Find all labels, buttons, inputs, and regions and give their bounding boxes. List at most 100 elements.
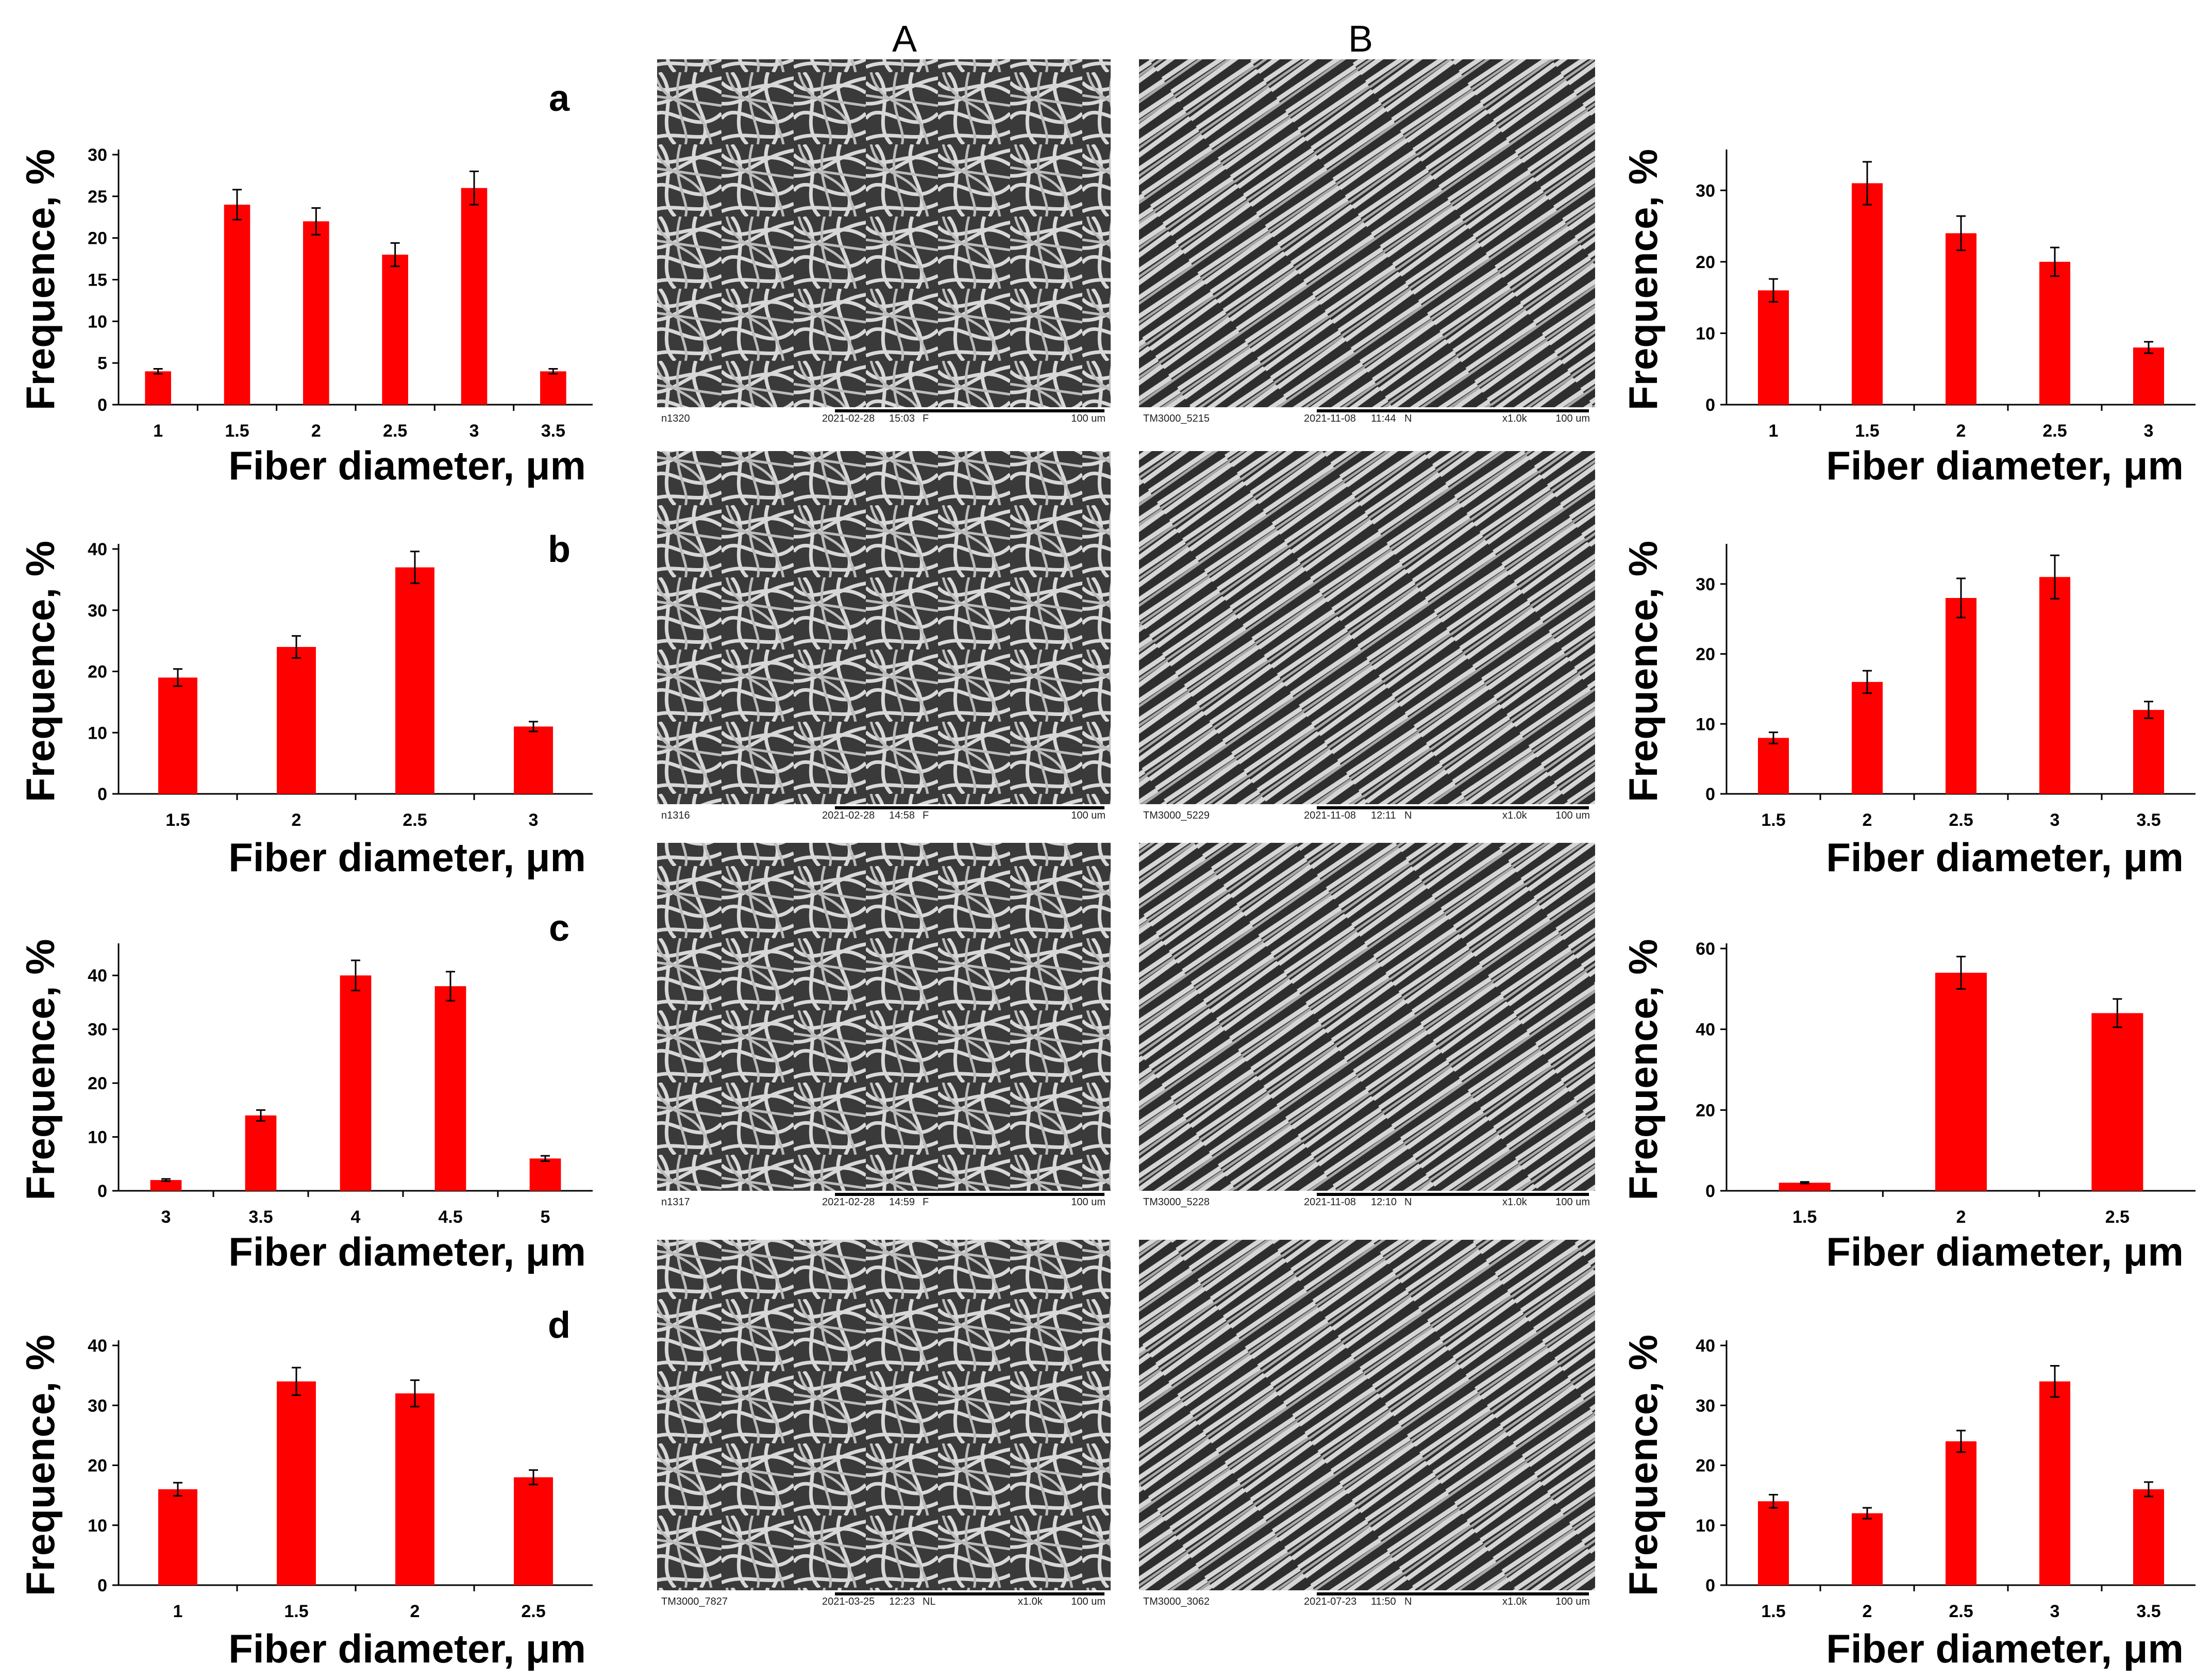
sem-micrograph: n1320 2021-02-28 15:03 F 100 um bbox=[657, 59, 1111, 425]
x-tick-label: 2 bbox=[410, 1602, 420, 1621]
chart-b-B: 0 10 20 30 1.5 2 2.5 3 3.5 Frequence, % Fiber diam… bbox=[1620, 541, 2196, 880]
chart-c-A: 0 10 20 30 40 3 3.5 4 4.5 5 Frequence, % Fiber diam… bbox=[18, 939, 593, 1274]
y-tick-label: 0 bbox=[1705, 785, 1715, 804]
x-tick-label: 1 bbox=[173, 1602, 183, 1621]
x-tick-label: 1 bbox=[1769, 421, 1779, 441]
x-tick-label: 2.5 bbox=[2105, 1207, 2130, 1227]
x-tick-label: 2 bbox=[311, 421, 321, 441]
x-axis-title: Fiber diameter, μm bbox=[1826, 443, 2184, 488]
bar bbox=[461, 188, 488, 405]
sem-magnification: x1.0k bbox=[1018, 1596, 1043, 1607]
y-tick-label: 60 bbox=[1696, 939, 1715, 959]
y-tick-label: 30 bbox=[88, 1020, 107, 1040]
x-tick-label: 2.5 bbox=[521, 1602, 545, 1621]
chart-d-B: 0 10 20 30 40 1.5 2 2.5 3 3.5 Frequence, % Fiber di… bbox=[1620, 1335, 2196, 1671]
y-axis-title: Frequence, % bbox=[18, 149, 63, 410]
bar bbox=[395, 567, 434, 794]
y-axis-title: Frequence, % bbox=[1620, 1335, 1666, 1596]
y-axis-title: Frequence, % bbox=[1620, 149, 1666, 410]
sem-magnification: x1.0k bbox=[1502, 810, 1528, 821]
bar bbox=[1757, 290, 1789, 405]
sem-id: n1317 bbox=[661, 1196, 690, 1208]
y-tick-label: 40 bbox=[88, 966, 107, 986]
x-tick-label: 4 bbox=[351, 1207, 361, 1227]
sem-mode: N bbox=[1404, 1596, 1412, 1607]
bar bbox=[303, 221, 329, 405]
sem-mode: N bbox=[1404, 1196, 1412, 1208]
x-tick-label: 3 bbox=[161, 1207, 171, 1227]
bar bbox=[2133, 1489, 2165, 1585]
bar bbox=[382, 255, 408, 405]
x-tick-label: 1.5 bbox=[1761, 810, 1785, 830]
sem-date: 2021-02-28 bbox=[822, 413, 875, 424]
x-tick-label: 3 bbox=[2050, 810, 2060, 830]
chart-b-A: 0 10 20 30 40 1.5 2 2.5 3 Frequence, % Fiber diame… bbox=[18, 540, 593, 880]
sem-mode: N bbox=[1404, 810, 1412, 821]
bar bbox=[1779, 1183, 1831, 1191]
y-tick-label: 15 bbox=[88, 271, 107, 290]
sem-date: 2021-02-28 bbox=[822, 810, 875, 821]
sem-mode: F bbox=[923, 413, 929, 424]
sem-image bbox=[1139, 1240, 1595, 1590]
x-tick-label: 2 bbox=[292, 810, 301, 830]
y-tick-label: 10 bbox=[1696, 714, 1715, 734]
sem-image bbox=[657, 1240, 1111, 1590]
x-tick-label: 1.5 bbox=[1855, 421, 1879, 441]
x-tick-label: 2 bbox=[1956, 1207, 1966, 1227]
sem-mode: NL bbox=[923, 1596, 936, 1607]
sem-id: TM3000_5229 bbox=[1143, 810, 1210, 821]
bar bbox=[158, 1489, 197, 1585]
bar bbox=[1851, 183, 1883, 405]
y-tick-label: 5 bbox=[97, 354, 107, 373]
y-tick-label: 20 bbox=[88, 1074, 107, 1093]
sem-mode: N bbox=[1404, 413, 1412, 424]
bar bbox=[150, 1180, 182, 1191]
y-tick-label: 40 bbox=[1696, 1336, 1715, 1356]
sem-image bbox=[1139, 59, 1595, 407]
sem-scale-text: 100 um bbox=[1555, 810, 1590, 821]
y-tick-label: 10 bbox=[88, 312, 107, 331]
bar bbox=[224, 205, 250, 405]
bar bbox=[277, 1381, 316, 1585]
y-tick-label: 30 bbox=[1696, 181, 1715, 201]
row-labels: a b c d bbox=[548, 78, 571, 1346]
bar bbox=[158, 677, 197, 794]
sem-time: 11:44 bbox=[1371, 413, 1396, 424]
bar bbox=[277, 647, 316, 794]
x-axis-title: Fiber diameter, μm bbox=[1826, 1626, 2184, 1671]
y-tick-label: 0 bbox=[97, 1576, 107, 1595]
sem-scale-text: 100 um bbox=[1071, 1596, 1105, 1607]
bar bbox=[245, 1115, 277, 1191]
sem-date: 2021-11-08 bbox=[1304, 810, 1356, 821]
bar bbox=[340, 975, 372, 1191]
sem-id: TM3000_3062 bbox=[1143, 1596, 1210, 1607]
sem-time: 14:58 bbox=[889, 810, 915, 821]
x-axis-title: Fiber diameter, μm bbox=[1826, 1229, 2184, 1274]
sem-date: 2021-11-08 bbox=[1304, 1196, 1356, 1208]
y-axis-title: Frequence, % bbox=[18, 939, 63, 1200]
sem-images: n1320 2021-02-28 15:03 F 100 um TM3000_5215 20… bbox=[657, 59, 1595, 1608]
y-tick-label: 30 bbox=[1696, 1396, 1715, 1416]
y-tick-label: 20 bbox=[1696, 1456, 1715, 1476]
x-tick-label: 2.5 bbox=[403, 810, 427, 830]
x-tick-label: 3 bbox=[2050, 1602, 2060, 1621]
y-tick-label: 40 bbox=[88, 1336, 107, 1356]
sem-image bbox=[657, 843, 1111, 1191]
y-tick-label: 0 bbox=[1705, 1576, 1715, 1595]
column-label-a: A bbox=[892, 19, 917, 60]
sem-magnification: x1.0k bbox=[1502, 1196, 1528, 1208]
x-tick-label: 2 bbox=[1863, 810, 1872, 830]
sem-id: TM3000_5228 bbox=[1143, 1196, 1210, 1208]
bar bbox=[2039, 261, 2071, 405]
chart-c-B: 0 20 40 60 1.5 2 2.5 Frequence, % Fiber diameter… bbox=[1620, 939, 2196, 1274]
sem-time: 11:50 bbox=[1371, 1596, 1396, 1607]
sem-date: 2021-02-28 bbox=[822, 1196, 875, 1208]
x-tick-label: 1 bbox=[153, 421, 163, 441]
y-tick-label: 25 bbox=[88, 187, 107, 207]
y-tick-label: 0 bbox=[1705, 395, 1715, 415]
y-tick-label: 0 bbox=[97, 785, 107, 804]
sem-scale-text: 100 um bbox=[1071, 1196, 1105, 1208]
